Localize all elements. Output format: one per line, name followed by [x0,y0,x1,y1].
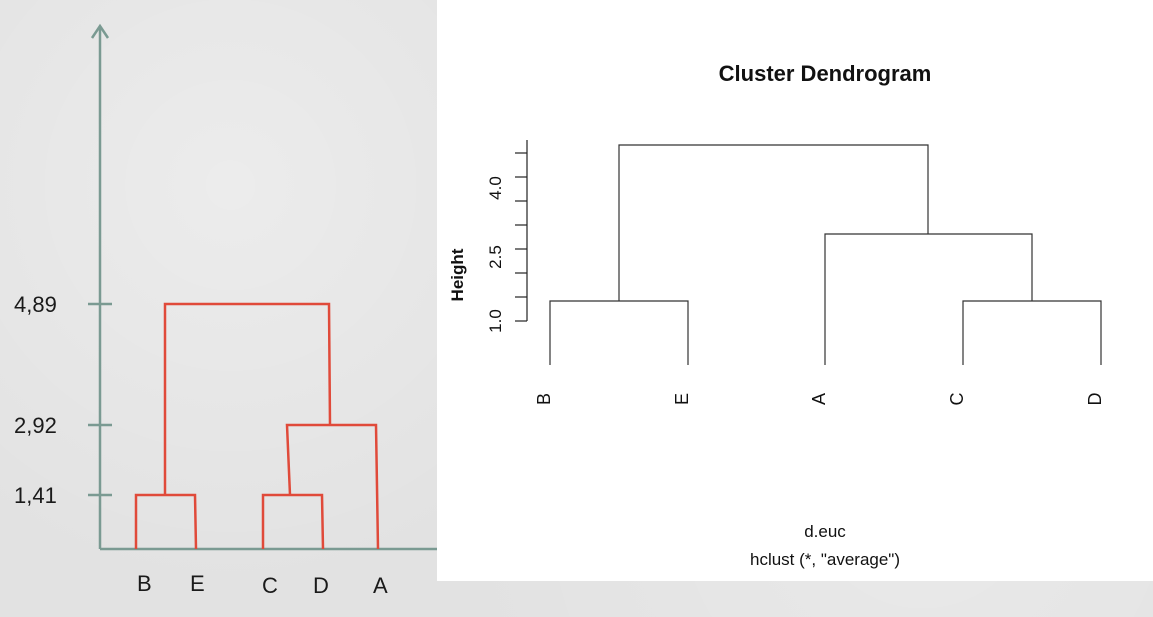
r-link-a-cd [824,233,1033,365]
r-x-axis-label: d.euc [804,522,846,541]
left-tick-label: 2,92 [14,413,57,438]
r-y-tick-label: 4.0 [486,176,505,200]
left-dendrogram: 4,89 2,92 1,41 B E C D A [14,23,438,598]
right-dendrogram: Cluster Dendrogram 1.0 2.5 4.0 Height B [448,61,1105,569]
left-link-b-e [134,493,198,550]
left-link-root [163,302,332,495]
left-leaf-label: A [373,573,389,598]
r-y-tick-label: 1.0 [486,309,505,333]
left-tick-label: 1,41 [14,483,57,508]
r-link-b-e [549,300,689,365]
r-leaf-label: B [534,393,554,405]
r-link-root [618,144,929,301]
left-tick-label: 4,89 [14,292,57,317]
r-leaf-label: D [1085,393,1105,406]
left-link-c-d [261,493,325,550]
r-link-c-d [962,300,1102,365]
r-y-tick-label: 2.5 [486,245,505,269]
left-link-cd-a [285,423,380,550]
left-leaf-label: C [262,573,279,598]
left-leaf-label: B [137,571,153,596]
left-leaf-label: D [313,573,330,598]
r-plot-panel: Cluster Dendrogram 1.0 2.5 4.0 Height B [437,0,1153,581]
r-plot-title: Cluster Dendrogram [719,61,932,86]
left-leaf-label: E [190,571,206,596]
r-leaf-label: A [809,393,829,405]
left-y-axis-arrow-icon [90,23,110,39]
r-plot-subtitle: hclust (*, "average") [750,550,900,569]
r-y-axis-label: Height [448,248,467,301]
r-leaf-label: C [947,393,967,406]
r-leaf-label: E [672,393,692,405]
